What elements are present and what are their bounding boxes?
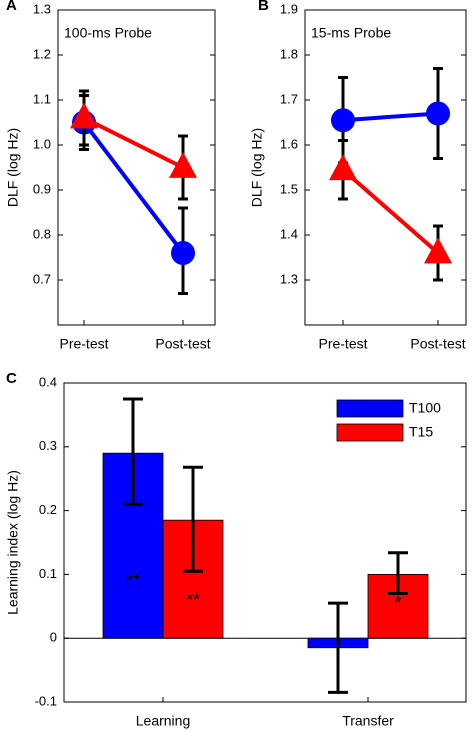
y-tick-label: 1.3	[33, 1, 51, 16]
y-tick-label: 0	[50, 630, 57, 645]
y-tick-label: 1.6	[280, 136, 298, 151]
panel-b: 1.3 1.4 1.5 1.6 1.7 1.8 1.9 Pre-test Post-test B D…	[249, 0, 467, 352]
x-tick-label: Pre-test	[318, 336, 367, 352]
y-tick-label: 1.8	[280, 46, 298, 61]
series-line	[83, 116, 184, 170]
y-tick-label: 0.7	[33, 271, 51, 286]
panel-a: 0.7 0.8 0.9 1.0 1.1 1.2 1.3 Pre-test Post-test A D…	[5, 0, 216, 352]
legend-swatch	[336, 423, 404, 442]
y-tick-label: 0.4	[39, 374, 57, 389]
plot-area	[304, 9, 467, 326]
y-tick-label: -0.1	[35, 693, 57, 708]
legend-label: T15	[409, 424, 433, 440]
chart-title: 100-ms Probe	[64, 25, 152, 41]
y-tick-label: 1.3	[280, 271, 298, 286]
y-tick-label: 1.4	[280, 226, 298, 241]
data-point	[70, 102, 98, 129]
y-tick-label: 0.2	[39, 502, 57, 517]
x-tick-label: Pre-test	[59, 336, 108, 352]
y-tick-label: 0.3	[39, 438, 57, 453]
x-tick-label: Post-test	[155, 336, 210, 352]
x-tick-label: Transfer	[342, 713, 394, 729]
significance-marker: *	[394, 593, 401, 613]
plot-area	[63, 382, 467, 703]
y-axis-label: Learning index (log Hz)	[5, 470, 21, 615]
y-axis-label: DLF (log Hz)	[249, 128, 265, 207]
y-tick-label: 0.9	[33, 181, 51, 196]
data-point	[426, 101, 450, 126]
panel-letter: B	[258, 0, 269, 14]
data-point	[169, 151, 197, 178]
series-line	[341, 168, 440, 255]
chart-title: 15-ms Probe	[311, 25, 391, 41]
panel-letter: C	[6, 370, 17, 387]
y-tick-label: 1.1	[33, 91, 51, 106]
significance-marker: **	[126, 571, 140, 591]
y-tick-label: 1.9	[280, 1, 298, 16]
significance-marker: **	[186, 590, 200, 610]
y-tick-label: 0.1	[39, 566, 57, 581]
legend-swatch	[336, 399, 404, 418]
series-line	[82, 121, 185, 255]
data-point	[331, 108, 355, 133]
plot-area	[57, 9, 216, 326]
data-point	[329, 154, 357, 181]
panel-c: -0.1 0 0.1 0.2 0.3 0.4 Learning Transfer C Learni…	[5, 370, 467, 729]
panel-letter: A	[6, 0, 17, 14]
x-tick-label: Post-test	[410, 336, 465, 352]
data-point	[424, 237, 452, 264]
y-tick-label: 1.5	[280, 181, 298, 196]
data-point	[171, 241, 195, 265]
y-tick-label: 1.7	[280, 91, 298, 106]
series-line	[342, 111, 439, 123]
legend-label: T100	[409, 400, 441, 416]
y-tick-label: 1.2	[33, 46, 51, 61]
y-tick-label: 1.0	[33, 136, 51, 151]
y-axis-label: DLF (log Hz)	[5, 128, 21, 207]
y-tick-label: 0.8	[33, 226, 51, 241]
x-tick-label: Learning	[136, 713, 191, 729]
